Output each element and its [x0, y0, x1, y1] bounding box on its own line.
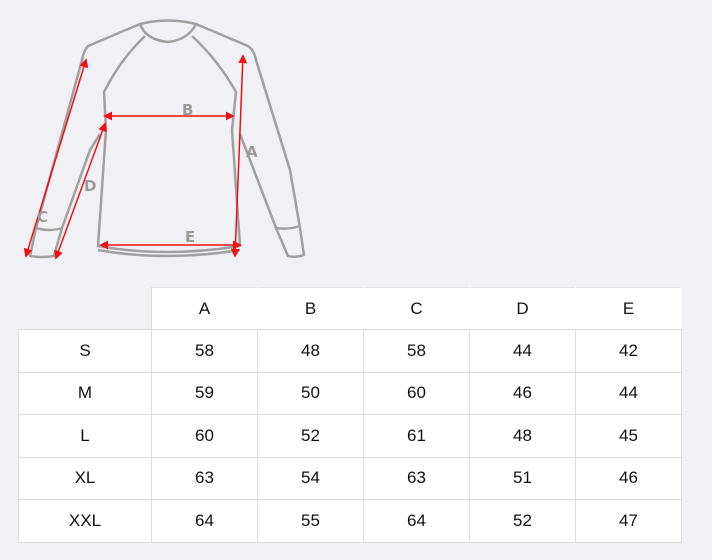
measurement-cell: 46: [575, 456, 682, 500]
measurement-cell: 52: [257, 414, 364, 458]
measurement-cell: 47: [575, 499, 682, 543]
measurement-cell: 60: [363, 371, 470, 415]
measurement-cell: 64: [363, 499, 470, 543]
measurement-cell: 48: [469, 414, 576, 458]
size-label: XL: [18, 456, 152, 500]
measurement-cell: 58: [151, 329, 258, 373]
label-c: C: [37, 208, 48, 226]
measurement-cell: 44: [469, 329, 576, 373]
table-row: S 58 48 58 44 42: [18, 329, 682, 373]
table-row: XXL 64 55 64 52 47: [18, 499, 682, 543]
table-row: L 60 52 61 48 45: [18, 414, 682, 458]
measurement-cell: 42: [575, 329, 682, 373]
arrow-c: [23, 58, 89, 258]
sweater-outline: [28, 19, 306, 259]
header-b: B: [257, 287, 364, 330]
table-header-row: A B C D E: [18, 287, 682, 330]
measurement-cell: 61: [363, 414, 470, 458]
measurement-cell: 55: [257, 499, 364, 543]
measurement-cell: 48: [257, 329, 364, 373]
measurement-cell: 54: [257, 456, 364, 500]
measurement-cell: 44: [575, 371, 682, 415]
size-label: L: [18, 414, 152, 458]
measurement-cell: 52: [469, 499, 576, 543]
table-row: XL 63 54 63 51 46: [18, 456, 682, 500]
size-label: M: [18, 371, 152, 415]
measurement-arrows: [23, 54, 248, 260]
measurement-cell: 45: [575, 414, 682, 458]
header-d: D: [469, 287, 576, 330]
table-row: M 59 50 60 46 44: [18, 371, 682, 415]
size-chart-table: A B C D E S 58 48 58 44 42 M 59 50 60 46 44 L 60 52 61 4…: [18, 287, 682, 543]
label-b: B: [182, 101, 193, 119]
arrow-d: [54, 122, 107, 260]
size-label: S: [18, 329, 152, 373]
header-a: A: [151, 287, 258, 330]
measurement-cell: 46: [469, 371, 576, 415]
size-label: XXL: [18, 499, 152, 543]
measurement-cell: 50: [257, 371, 364, 415]
label-e: E: [185, 228, 195, 246]
measurement-cell: 60: [151, 414, 258, 458]
sweater-measurement-diagram: A B C D E: [23, 19, 306, 260]
header-corner: [18, 287, 152, 330]
header-c: C: [363, 287, 470, 330]
measurement-cell: 64: [151, 499, 258, 543]
measurement-cell: 58: [363, 329, 470, 373]
measurement-cell: 63: [363, 456, 470, 500]
arrow-a: [230, 54, 248, 258]
measurement-cell: 63: [151, 456, 258, 500]
header-e: E: [575, 287, 682, 330]
measurement-cell: 59: [151, 371, 258, 415]
label-d: D: [84, 177, 96, 195]
label-a: A: [246, 143, 258, 161]
measurement-cell: 51: [469, 456, 576, 500]
